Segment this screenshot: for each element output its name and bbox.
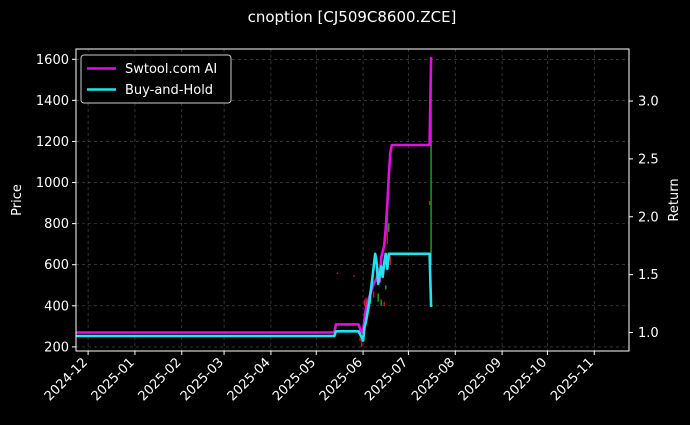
right-axis-label: Return bbox=[667, 178, 682, 221]
right-tick-label: 2.0 bbox=[638, 210, 659, 225]
right-y-axis: 1.0 1.5 2.0 2.5 3.0 bbox=[629, 95, 659, 341]
left-tick-label: 1400 bbox=[36, 94, 69, 109]
left-tick-label: 1200 bbox=[36, 135, 69, 150]
left-tick-label: 1000 bbox=[36, 176, 69, 191]
left-tick-label: 800 bbox=[44, 217, 69, 232]
left-tick-label: 400 bbox=[44, 299, 69, 314]
left-tick-label: 600 bbox=[44, 258, 69, 273]
legend: Swtool.com AI Buy-and-Hold bbox=[80, 54, 232, 104]
right-tick-label: 1.5 bbox=[638, 268, 659, 283]
legend-box bbox=[80, 54, 232, 104]
left-tick-label: 1600 bbox=[36, 53, 69, 68]
left-y-axis: 200 400 600 800 1000 1200 1400 1600 bbox=[36, 53, 76, 355]
chart-title: cnoption [CJ509C8600.ZCE] bbox=[248, 8, 457, 26]
series-lines bbox=[76, 57, 433, 342]
right-tick-label: 1.0 bbox=[638, 326, 659, 341]
grid bbox=[76, 49, 629, 351]
series-line-buy-and-hold bbox=[76, 252, 433, 342]
right-tick-label: 2.5 bbox=[638, 152, 659, 167]
left-axis-label: Price bbox=[10, 184, 25, 216]
plot-frame bbox=[75, 48, 630, 352]
legend-label-buy-and-hold: Buy-and-Hold bbox=[125, 83, 213, 98]
legend-label-swtool: Swtool.com AI bbox=[125, 62, 217, 77]
left-tick-label: 200 bbox=[44, 340, 69, 355]
right-tick-label: 3.0 bbox=[638, 95, 659, 110]
